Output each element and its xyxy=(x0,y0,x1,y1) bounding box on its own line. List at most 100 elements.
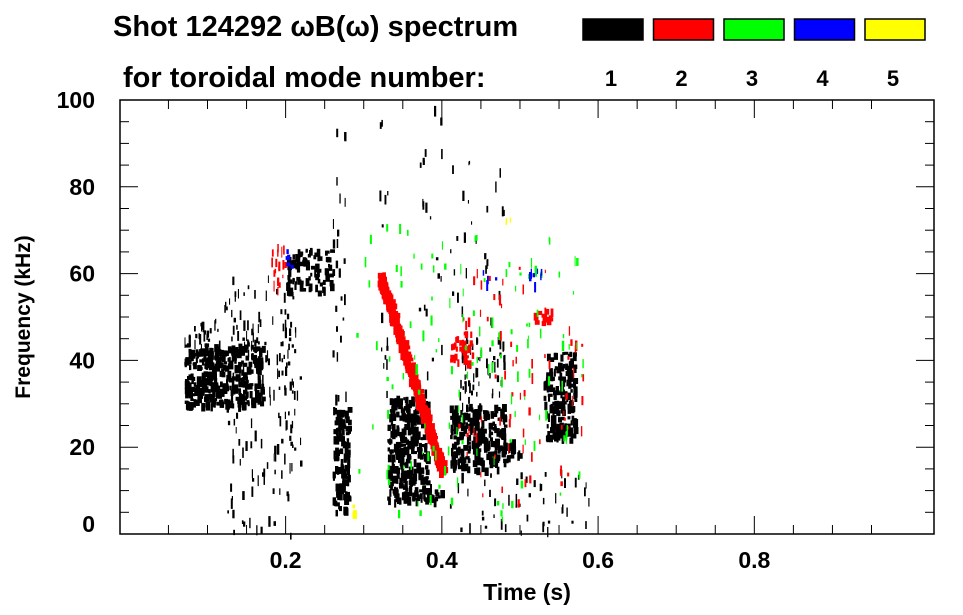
spectral-point-mode-1 xyxy=(223,361,228,365)
spectral-point-mode-1 xyxy=(277,368,279,379)
spectral-point-mode-2 xyxy=(419,403,424,407)
spectral-point-mode-1 xyxy=(497,337,500,345)
spectral-point-mode-1 xyxy=(561,416,565,421)
spectral-point-mode-2 xyxy=(561,424,563,430)
spectral-point-mode-1 xyxy=(204,365,209,369)
spectral-point-mode-2 xyxy=(434,436,438,440)
spectral-point-mode-1 xyxy=(559,431,564,439)
spectral-point-mode-2 xyxy=(462,350,466,356)
spectral-point-mode-1 xyxy=(429,216,432,220)
spectral-point-mode-1 xyxy=(325,250,328,256)
spectral-point-mode-3 xyxy=(561,340,565,351)
spectral-point-mode-1 xyxy=(555,386,559,394)
spectral-point-mode-1 xyxy=(458,424,464,428)
spectral-point-mode-2 xyxy=(436,451,441,457)
spectral-point-mode-1 xyxy=(546,424,549,429)
spectral-point-mode-1 xyxy=(242,447,244,458)
spectral-point-mode-1 xyxy=(333,450,336,460)
spectral-point-mode-1 xyxy=(459,456,465,464)
spectral-point-mode-3 xyxy=(548,237,551,245)
spectral-point-mode-1 xyxy=(184,387,188,395)
spectral-point-mode-1 xyxy=(342,477,345,484)
spectral-point-mode-1 xyxy=(313,255,317,260)
spectral-point-mode-1 xyxy=(189,364,192,371)
spectral-point-mode-3 xyxy=(502,503,504,509)
spectral-point-mode-1 xyxy=(251,398,253,408)
spectral-point-mode-2 xyxy=(464,331,469,339)
spectral-point-mode-2 xyxy=(404,359,409,367)
spectral-point-mode-1 xyxy=(560,406,566,414)
spectral-point-mode-1 xyxy=(461,352,464,360)
spectral-point-mode-1 xyxy=(424,389,428,399)
spectral-point-mode-3 xyxy=(450,366,453,375)
spectral-point-mode-1 xyxy=(262,374,264,386)
spectral-point-mode-3 xyxy=(491,340,494,347)
spectral-point-mode-2 xyxy=(411,385,414,390)
spectral-point-mode-1 xyxy=(542,497,545,505)
spectral-point-mode-1 xyxy=(565,363,569,370)
spectral-point-mode-2 xyxy=(454,353,458,361)
spectral-point-mode-3 xyxy=(410,461,412,470)
spectral-point-mode-2 xyxy=(414,379,420,389)
spectral-point-mode-2 xyxy=(383,297,387,305)
spectral-point-mode-1 xyxy=(230,393,234,402)
spectral-point-mode-2 xyxy=(465,320,468,331)
spectral-point-mode-1 xyxy=(490,473,492,478)
spectral-point-mode-1 xyxy=(463,232,466,243)
spectral-point-mode-1 xyxy=(420,479,426,485)
spectral-point-mode-3 xyxy=(500,510,503,517)
spectral-point-mode-1 xyxy=(453,428,459,435)
spectral-point-mode-1 xyxy=(416,418,422,425)
spectral-point-mode-1 xyxy=(435,492,440,497)
spectral-point-mode-1 xyxy=(254,290,256,299)
spectral-point-mode-1 xyxy=(542,521,545,527)
spectral-point-mode-1 xyxy=(388,497,391,506)
spectral-point-mode-1 xyxy=(238,400,241,404)
legend: 1 2 3 4 5 xyxy=(582,18,926,91)
spectral-point-mode-2 xyxy=(458,423,461,429)
spectral-point-mode-1 xyxy=(486,205,489,213)
spectral-point-mode-3 xyxy=(474,235,476,242)
spectral-point-mode-2 xyxy=(512,360,514,367)
spectral-point-mode-1 xyxy=(256,337,259,344)
spectral-point-mode-1 xyxy=(198,352,201,357)
spectral-point-mode-1 xyxy=(281,438,284,444)
spectral-point-mode-1 xyxy=(335,260,339,269)
spectral-point-mode-1 xyxy=(386,345,389,351)
spectral-point-mode-1 xyxy=(213,372,217,379)
spectral-point-mode-1 xyxy=(499,352,502,357)
spectral-point-mode-1 xyxy=(342,442,346,449)
spectral-point-mode-1 xyxy=(468,161,470,166)
spectral-point-mode-1 xyxy=(265,355,268,363)
spectral-point-mode-1 xyxy=(463,463,469,472)
spectral-point-mode-1 xyxy=(344,479,349,486)
spectral-point-mode-1 xyxy=(485,265,487,274)
spectral-point-mode-1 xyxy=(492,388,494,396)
spectral-point-mode-1 xyxy=(403,491,407,501)
spectral-point-mode-1 xyxy=(570,375,574,380)
spectral-point-mode-2 xyxy=(273,280,275,292)
spectral-point-mode-3 xyxy=(424,423,426,429)
legend-label-mode-3: 3 xyxy=(746,66,758,91)
spectral-point-mode-1 xyxy=(222,385,227,391)
spectral-point-mode-1 xyxy=(484,253,487,260)
spectral-point-mode-3 xyxy=(488,364,490,375)
spectral-point-mode-1 xyxy=(225,306,228,311)
spectral-point-mode-1 xyxy=(330,249,335,253)
spectral-point-mode-1 xyxy=(467,488,469,497)
spectral-point-mode-1 xyxy=(569,360,574,369)
spectral-point-mode-1 xyxy=(291,390,294,394)
spectral-point-mode-1 xyxy=(215,318,217,324)
spectral-point-mode-1 xyxy=(544,401,548,411)
spectral-point-mode-1 xyxy=(314,269,317,278)
legend-label-mode-4: 4 xyxy=(816,66,829,91)
spectral-point-mode-1 xyxy=(284,411,286,420)
spectral-point-mode-1 xyxy=(460,449,465,456)
spectral-point-mode-1 xyxy=(227,510,229,514)
spectral-point-mode-2 xyxy=(432,428,436,435)
spectral-point-mode-1 xyxy=(573,368,577,373)
spectral-point-mode-2 xyxy=(502,278,504,286)
spectral-point-mode-1 xyxy=(506,455,510,460)
spectral-point-mode-1 xyxy=(291,420,294,429)
spectral-point-mode-1 xyxy=(453,422,459,432)
